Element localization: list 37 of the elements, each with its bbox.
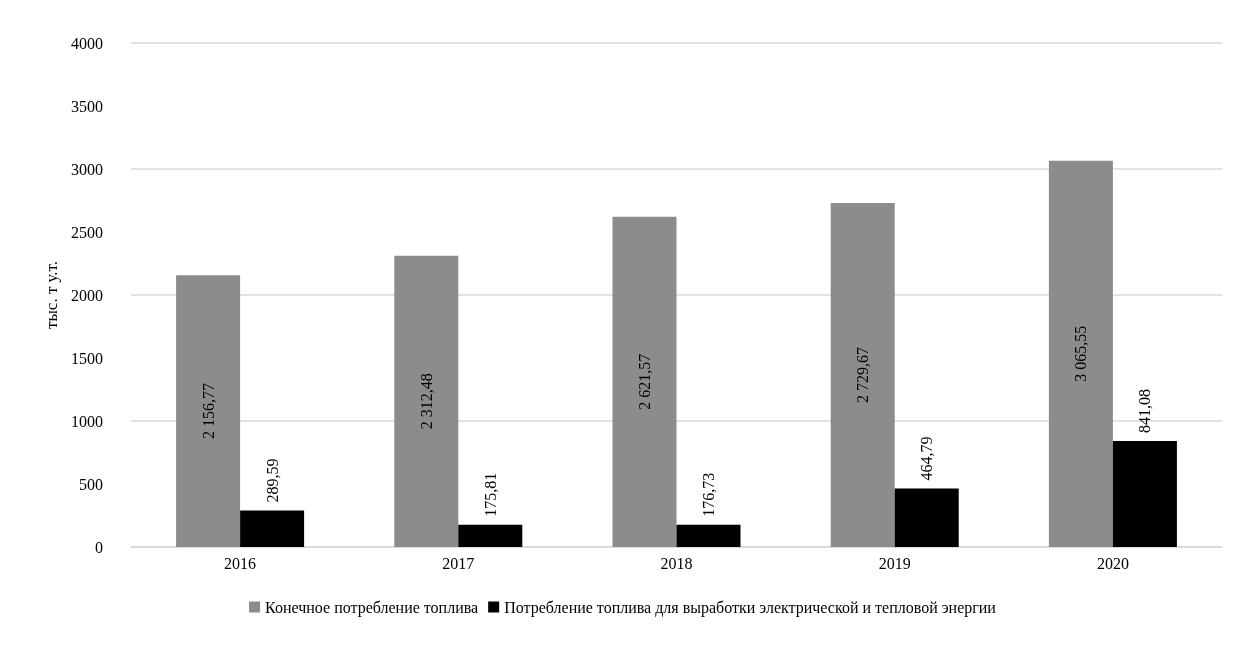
bar	[830, 203, 895, 547]
bar	[458, 524, 523, 547]
bar	[394, 255, 459, 547]
y-tick-label: 1000	[71, 412, 103, 430]
x-tick-label: 2018	[660, 554, 693, 572]
data-label: 841,08	[1136, 389, 1154, 434]
bar	[240, 510, 305, 547]
bar	[176, 275, 241, 547]
y-tick-label: 500	[79, 475, 103, 493]
bar	[1112, 441, 1177, 547]
x-tick-label: 2020	[1096, 554, 1129, 572]
x-tick-label: 2017	[442, 554, 475, 572]
data-label: 176,73	[700, 472, 717, 517]
data-label: 464,79	[918, 436, 936, 481]
y-tick-label: 2000	[71, 286, 103, 304]
data-label: 2 621,57	[636, 353, 653, 410]
data-label: 2 729,67	[854, 347, 872, 404]
legend-label: Конечное потребление топлива	[265, 598, 479, 617]
bar	[612, 216, 677, 547]
data-label: 2 156,77	[199, 383, 217, 440]
y-axis-title: тыс. т у.т.	[42, 260, 62, 330]
y-tick-label: 3500	[71, 97, 103, 115]
data-label: 3 065,55	[1072, 325, 1090, 382]
legend-label: Потребление топлива для выработки электрической и тепловой энергии	[504, 598, 997, 617]
x-tick-label: 2016	[224, 554, 257, 572]
y-tick-label: 1500	[71, 349, 103, 367]
bar	[1048, 160, 1113, 547]
data-label: 2 312,48	[417, 373, 435, 430]
y-tick-label: 3000	[71, 160, 103, 178]
bar	[676, 524, 741, 547]
bar	[894, 488, 959, 547]
y-tick-label: 2500	[71, 223, 103, 241]
y-tick-label: 0	[95, 538, 103, 556]
data-label: 175,81	[481, 472, 499, 517]
x-tick-label: 2019	[878, 554, 911, 572]
data-label: 289,59	[263, 458, 281, 503]
y-tick-label: 4000	[71, 34, 103, 52]
